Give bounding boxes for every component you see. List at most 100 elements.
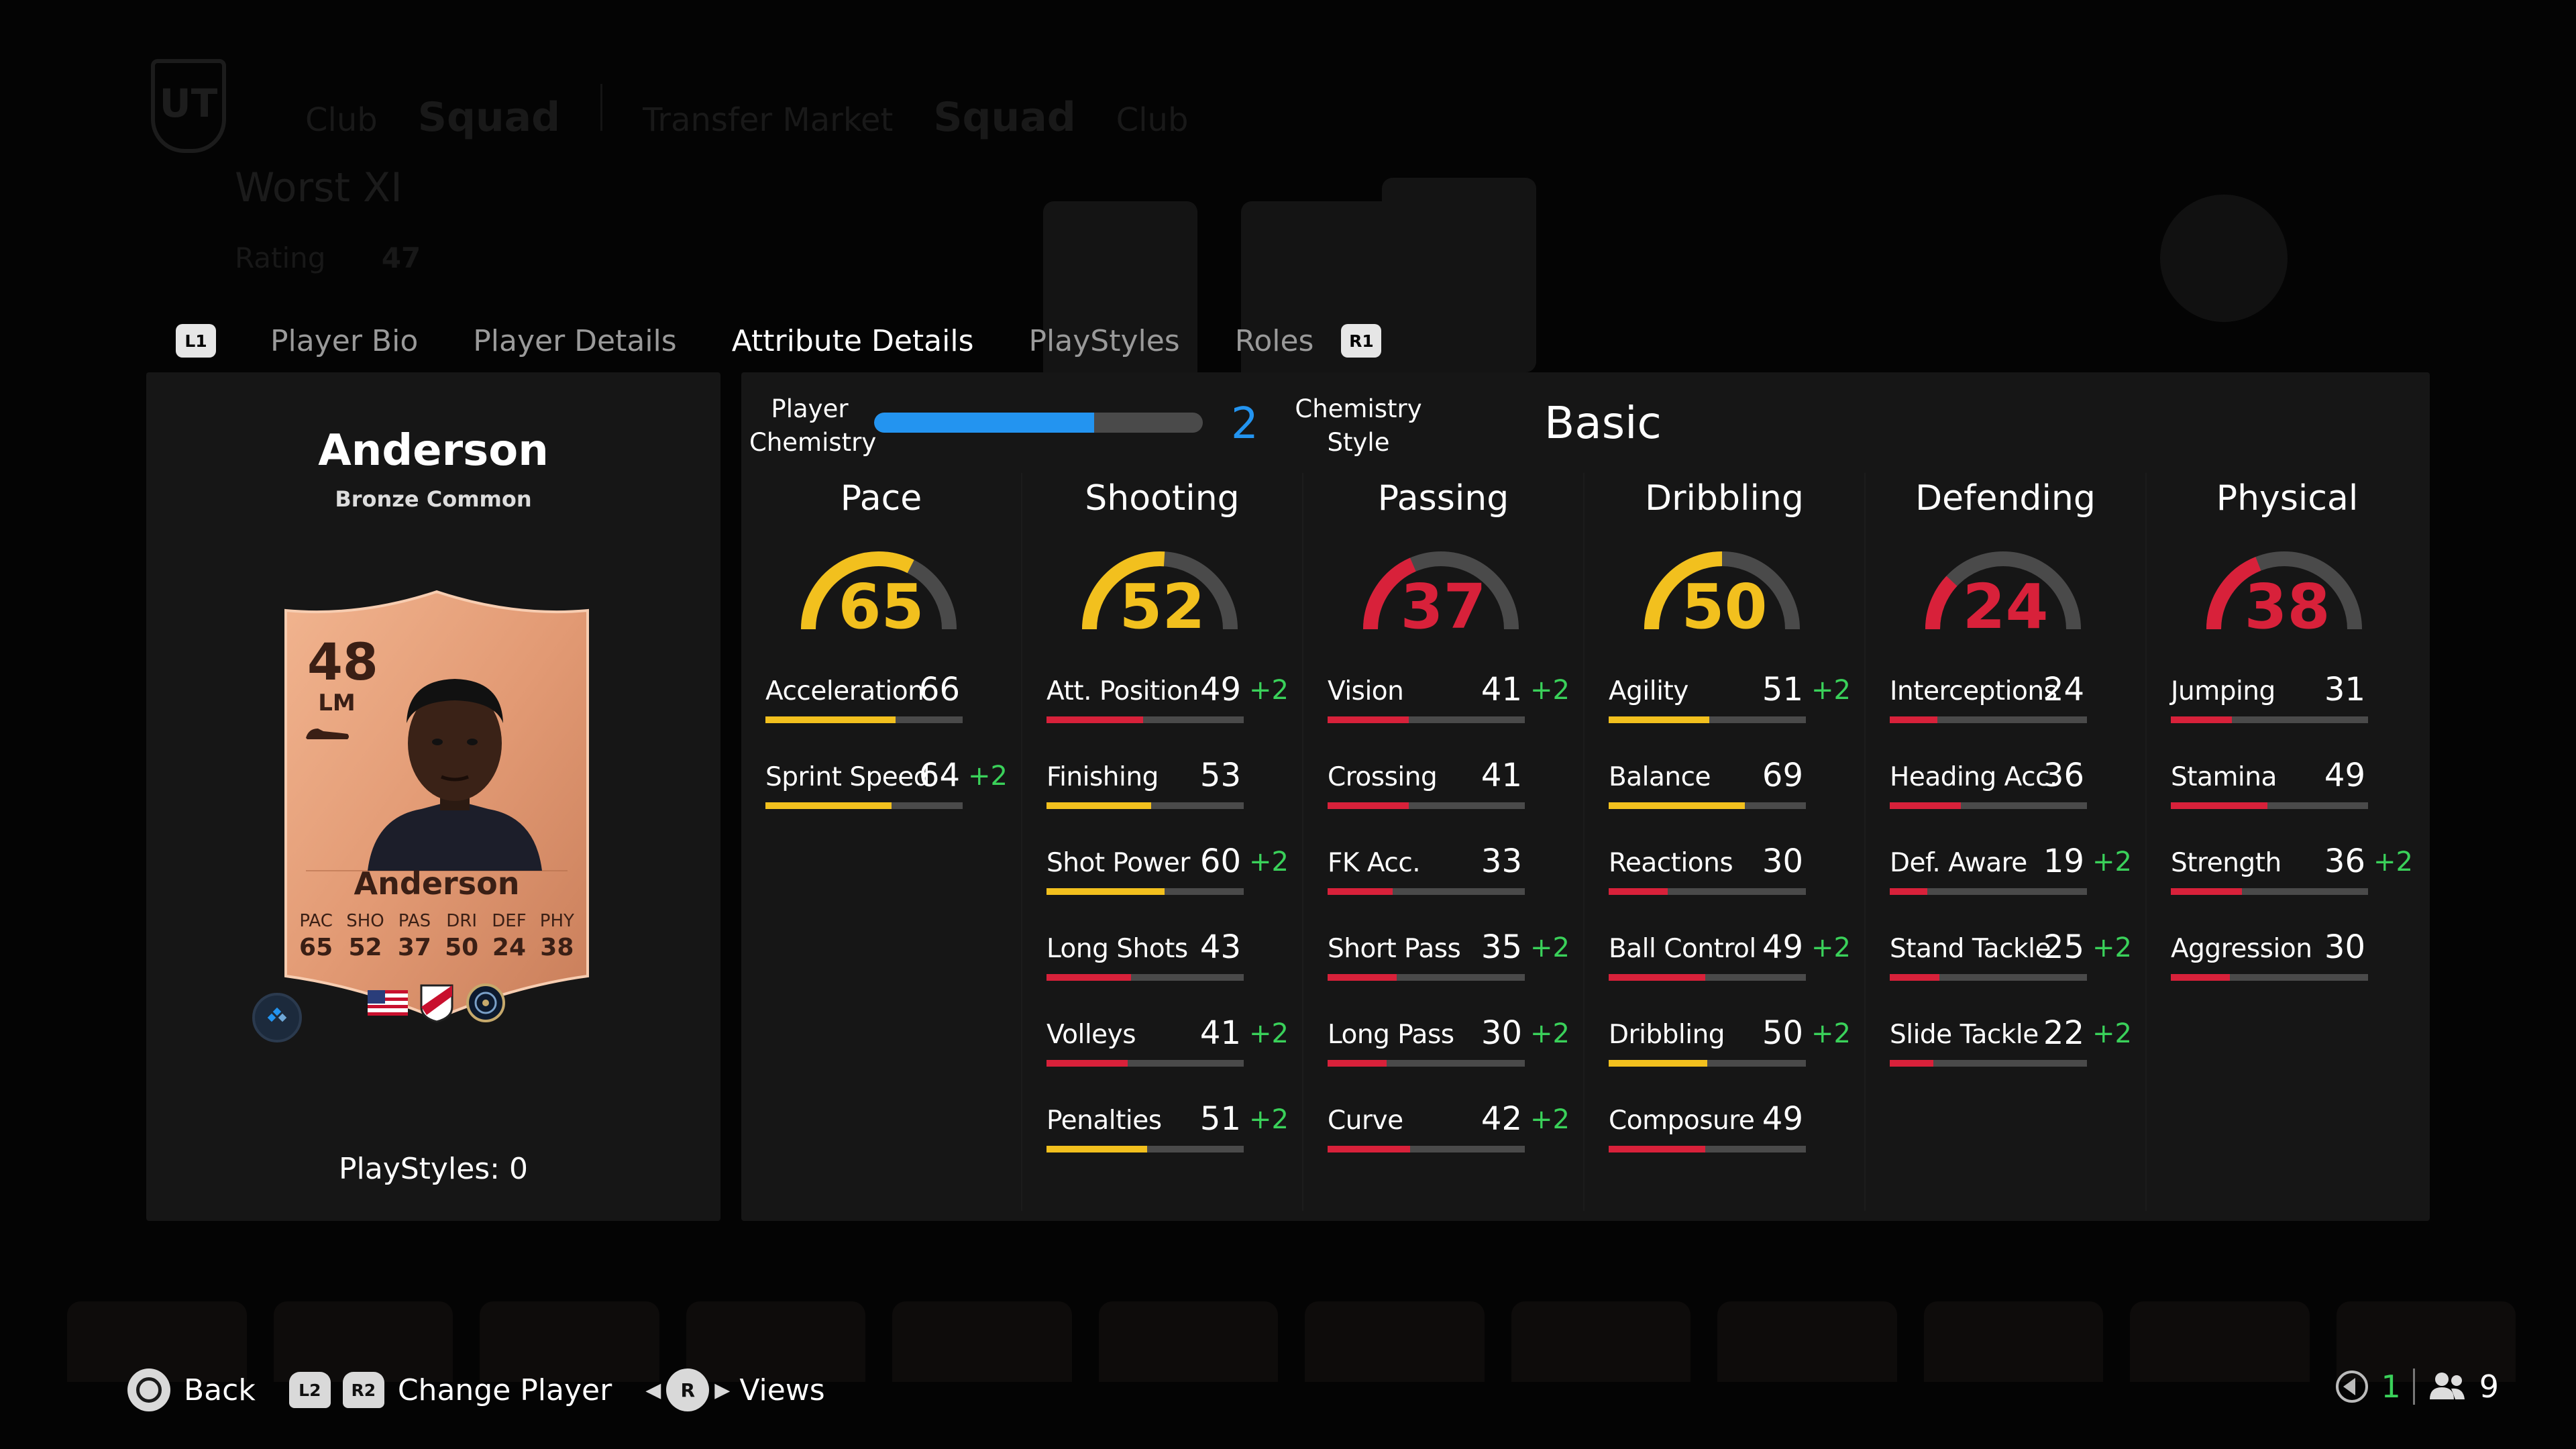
attribute-bar-fill — [1609, 1060, 1707, 1067]
attribute-row: Curve 42 +2 — [1328, 1100, 1576, 1186]
r1-button-icon[interactable]: R1 — [1341, 324, 1382, 358]
attribute-row: Heading Acc. 36 — [1890, 757, 2138, 843]
chemistry-style-value[interactable]: Basic — [1544, 397, 1662, 449]
attribute-bar-fill — [1328, 1146, 1411, 1152]
attribute-list: Agility 51 +2 Balance 69 Reactions 30 Ball Cont… — [1609, 671, 1857, 1186]
bg-rating-label: Rating — [235, 241, 326, 274]
category-gauge — [2206, 551, 2362, 630]
attribute-row: FK Acc. 33 — [1328, 843, 1576, 928]
attribute-value: 36 — [2043, 757, 2084, 794]
attribute-name: Acceleration — [765, 676, 924, 706]
attribute-value: 30 — [1762, 843, 1803, 880]
attribute-list: Att. Position 49 +2 Finishing 53 Shot Power 60… — [1046, 671, 1295, 1186]
attribute-bar-fill — [1890, 716, 1937, 723]
card-face-stats: PAC 65 SHO 52 PAS 37 DRI 50 DEF 24 PHY 38 — [292, 911, 581, 961]
attribute-boost: +2 — [1530, 932, 1570, 963]
attribute-bar — [2171, 716, 2368, 723]
tab-player-bio[interactable]: Player Bio — [270, 323, 419, 358]
change-player-label[interactable]: Change Player — [397, 1373, 612, 1407]
attribute-bar-fill — [1609, 1146, 1706, 1152]
attribute-bar — [1046, 1060, 1244, 1067]
attribute-row: Shot Power 60 +2 — [1046, 843, 1295, 928]
attribute-bar-fill — [1890, 1060, 1933, 1067]
attribute-value: 33 — [1481, 843, 1522, 880]
bg-nav-divider — [600, 84, 603, 131]
attribute-name: Agility — [1609, 676, 1688, 706]
attribute-value: 66 — [918, 671, 960, 708]
attribute-value: 49 — [1199, 671, 1241, 708]
chemistry-style-label: Chemistry Style — [1295, 394, 1422, 457]
attribute-value: 35 — [1481, 928, 1522, 966]
attribute-value: 19 — [2043, 843, 2084, 880]
bg-bench-row — [67, 1301, 2516, 1382]
attribute-bar-fill — [1890, 888, 1927, 895]
category-title: Shooting — [1085, 478, 1240, 519]
bg-rating: Rating 47 — [235, 241, 421, 274]
attribute-boost: +2 — [1249, 847, 1289, 877]
category-gauge — [1082, 551, 1238, 630]
tab-playstyles[interactable]: PlayStyles — [1028, 323, 1180, 358]
chemistry-bar — [874, 413, 1203, 433]
attribute-value: 51 — [1199, 1100, 1241, 1138]
attribute-row: Balance 69 — [1609, 757, 1857, 843]
attribute-bar-fill — [1328, 802, 1409, 809]
category-title: Dribbling — [1645, 478, 1804, 519]
attribute-name: Jumping — [2171, 676, 2275, 706]
back-label[interactable]: Back — [184, 1373, 256, 1407]
attribute-name: Reactions — [1609, 848, 1733, 878]
attribute-value: 42 — [1481, 1100, 1522, 1138]
views-label[interactable]: Views — [739, 1373, 825, 1407]
attribute-row: Penalties 51 +2 — [1046, 1100, 1295, 1186]
attribute-bar-fill — [2171, 716, 2233, 723]
attribute-row: Sprint Speed 64 +2 — [765, 757, 1014, 843]
attribute-bar-fill — [1046, 802, 1151, 809]
playstyles-count: PlayStyles: 0 — [338, 1152, 528, 1186]
attribute-name: Ball Control — [1609, 934, 1756, 964]
friends-count: 9 — [2479, 1368, 2499, 1405]
attribute-bar-fill — [1328, 716, 1409, 723]
attribute-row: Aggression 30 — [2171, 928, 2419, 1014]
bg-nav-transfer: Transfer Market — [643, 101, 894, 139]
attribute-bar-fill — [1328, 974, 1397, 981]
attribute-bar — [765, 802, 963, 809]
attribute-value: 24 — [2043, 671, 2084, 708]
category-rating: 24 — [1962, 571, 2049, 643]
attribute-name: Heading Acc. — [1890, 762, 2057, 792]
boot-icon — [306, 729, 349, 739]
attribute-value: 49 — [1762, 1100, 1803, 1138]
category-rating: 52 — [1119, 571, 1205, 643]
r2-button-icon[interactable]: R2 — [342, 1372, 384, 1408]
attribute-bar-fill — [765, 716, 896, 723]
l1-button-icon[interactable]: L1 — [176, 324, 216, 358]
attribute-details-panel: Player Chemistry 2 Chemistry Style Basic… — [741, 372, 2430, 1221]
l2-button-icon[interactable]: L2 — [288, 1372, 331, 1408]
card-stat-value: 38 — [540, 934, 574, 961]
attribute-bar — [1046, 888, 1244, 895]
footer-controls: Back L2 R2 Change Player ◀ R ▶ Views — [127, 1368, 859, 1411]
card-rarity: Bronze Common — [335, 486, 532, 512]
attribute-row: Slide Tackle 22 +2 — [1890, 1014, 2138, 1100]
player-card[interactable]: 48 LM Anderson PAC 65 SHO 52 PAS 37 DRI 50 D… — [252, 590, 594, 1042]
category-rating: 37 — [1400, 571, 1487, 643]
card-stat-value: 24 — [492, 934, 527, 961]
attribute-column-passing: Passing 37 Vision 41 +2 Crossing 41 FK Acc. 33 Sh… — [1303, 473, 1585, 1211]
attribute-row: Short Pass 35 +2 — [1328, 928, 1576, 1014]
category-rating: 50 — [1681, 571, 1768, 643]
attribute-bar — [1890, 802, 2087, 809]
attribute-row: Stamina 49 — [2171, 757, 2419, 843]
tab-attribute-details[interactable]: Attribute Details — [731, 323, 974, 358]
attribute-value: 25 — [2043, 928, 2084, 966]
category-gauge — [1925, 551, 2081, 630]
attribute-value: 50 — [1762, 1014, 1803, 1052]
tab-roles[interactable]: Roles — [1234, 323, 1314, 358]
tab-player-details[interactable]: Player Details — [473, 323, 677, 358]
attribute-bar-fill — [1046, 1060, 1128, 1067]
circle-button-icon[interactable] — [127, 1368, 170, 1411]
attribute-bar-fill — [1328, 888, 1393, 895]
category-title: Defending — [1915, 478, 2096, 519]
player-chemistry-label: Player Chemistry — [749, 394, 877, 457]
right-stick-icon[interactable]: ◀ R ▶ — [645, 1368, 730, 1411]
attribute-value: 30 — [1481, 1014, 1522, 1052]
attribute-row: Interceptions 24 — [1890, 671, 2138, 757]
attribute-name: Volleys — [1046, 1020, 1136, 1050]
